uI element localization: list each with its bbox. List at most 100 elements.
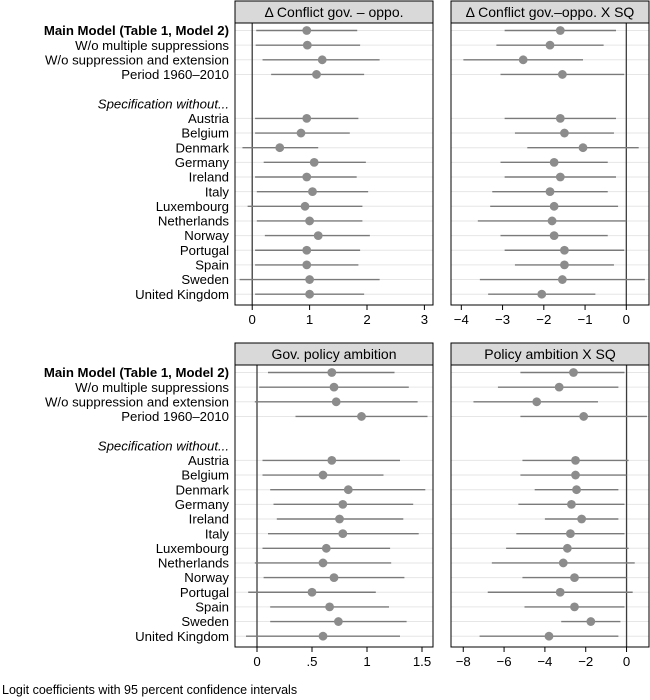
row-label: Austria: [188, 453, 230, 468]
coefficient-point: [545, 187, 555, 197]
row-label: Luxembourg: [156, 199, 229, 214]
coefficient-point: [296, 128, 306, 138]
coefficient-point: [329, 382, 339, 392]
plot-frame: [234, 364, 434, 648]
panel-conflict-x-sq: Δ Conflict gov.–oppo. X SQ −4 −3 −2 −1 0: [450, 0, 650, 327]
coefficient-point: [555, 114, 565, 123]
coefficient-point: [549, 231, 559, 241]
figure-caption: Logit coefficients with 95 percent confi…: [2, 683, 297, 697]
coefficient-point: [560, 128, 569, 138]
coefficient-point: [321, 543, 331, 553]
x-tick-label: −2: [536, 312, 551, 327]
coefficient-point: [338, 529, 348, 539]
row-label: Netherlands: [158, 556, 230, 571]
coefficient-point: [302, 260, 312, 270]
row-label: Denmark: [176, 140, 230, 155]
row-labels-bottom: Main Model (Table 1, Model 2)W/o multipl…: [44, 365, 230, 644]
plot-frame: [450, 364, 650, 648]
plot-frame: [450, 22, 650, 306]
coefficient-point: [560, 260, 569, 270]
coefficient-point: [357, 412, 366, 421]
x-tick-label: 0: [623, 654, 630, 669]
coefficient-point: [327, 456, 337, 465]
coefficient-point: [554, 382, 564, 392]
row-label: Netherlands: [158, 214, 230, 229]
coefficient-point: [545, 40, 555, 50]
x-tick-label: −1: [578, 312, 593, 327]
row-label: Austria: [188, 111, 230, 126]
coefficient-point: [338, 499, 348, 509]
x-tick-label: 1.5: [413, 654, 431, 669]
coefficient-point: [327, 368, 337, 377]
coefficient-point: [305, 216, 315, 226]
row-label: Luxembourg: [156, 541, 229, 556]
coefficient-point: [544, 631, 554, 641]
coefficient-point: [566, 529, 575, 539]
row-label: Spain: [195, 600, 229, 615]
coefficient-point: [569, 368, 578, 377]
x-tick-label: −8: [456, 654, 471, 669]
row-label: Main Model (Table 1, Model 2): [44, 365, 229, 380]
coefficient-point: [549, 201, 559, 211]
coefficient-point: [335, 514, 344, 524]
coefficient-point: [562, 543, 572, 553]
x-tick-label: 2: [363, 312, 370, 327]
row-label: Period 1960–2010: [121, 409, 229, 424]
coefficient-point: [302, 114, 312, 123]
panel-title: Policy ambition X SQ: [484, 346, 616, 362]
coefficient-point: [275, 143, 285, 153]
coefficient-point: [558, 558, 568, 568]
plot-area: [235, 365, 433, 647]
coefficient-point: [302, 172, 312, 182]
x-tick-label: 0: [253, 654, 260, 669]
row-label: United Kingdom: [135, 287, 229, 302]
coefficient-point: [567, 499, 576, 509]
row-label: Belgium: [181, 126, 229, 141]
row-label: Ireland: [189, 512, 229, 527]
coefficient-point: [579, 412, 589, 421]
coefficient-point: [555, 26, 565, 35]
coefficient-point: [518, 55, 528, 65]
coefficient-point: [570, 573, 579, 582]
coefficient-point: [312, 70, 321, 79]
x-axis: −8 −6 −4 −2 0: [456, 647, 630, 669]
coefficient-point: [537, 289, 547, 299]
coefficient-point: [318, 470, 328, 480]
coefficient-point: [331, 397, 341, 407]
coefficient-point: [334, 617, 343, 626]
row-label: Portugal: [180, 585, 229, 600]
group-header-label: Specification without...: [98, 96, 229, 111]
coefficient-point: [532, 397, 542, 407]
x-tick-label: 3: [421, 312, 428, 327]
panel-policy-ambition-x-sq: Policy ambition X SQ −8 −6 −4 −2 0: [450, 342, 650, 669]
x-tick-label: −3: [495, 312, 510, 327]
x-tick-label: −4: [454, 312, 469, 327]
row-label: Period 1960–2010: [121, 67, 229, 82]
x-axis: 0 .5 1 1.5: [253, 647, 431, 669]
coefficient-point: [547, 216, 557, 226]
coefficient-point: [570, 602, 579, 612]
coefficient-point: [300, 201, 310, 211]
coefficient-point: [325, 602, 334, 612]
plot-area: [451, 23, 649, 305]
coefficient-point: [318, 631, 328, 641]
panel-title: Δ Conflict gov.–oppo. X SQ: [466, 4, 635, 20]
row-label: Portugal: [180, 243, 229, 258]
coefficient-point: [329, 573, 339, 582]
panel-policy-ambition: Gov. policy ambition 0 .5 1 1.5: [234, 342, 434, 669]
x-tick-label: −4: [537, 654, 552, 669]
row-label: Italy: [205, 526, 230, 541]
coefficient-point: [557, 70, 567, 79]
panel-title: Δ Conflict gov. – oppo.: [264, 4, 403, 20]
coefficient-point: [305, 289, 315, 299]
row-label: Germany: [175, 155, 230, 170]
coefficient-point: [308, 187, 317, 197]
row-label: W/o multiple suppressions: [75, 38, 229, 53]
coefficient-point: [555, 587, 565, 597]
coefficient-point: [317, 55, 327, 65]
row-label: Denmark: [176, 482, 230, 497]
row-label: Norway: [184, 228, 229, 243]
x-axis: −4 −3 −2 −1 0: [454, 305, 630, 327]
coefficient-point: [343, 485, 353, 495]
